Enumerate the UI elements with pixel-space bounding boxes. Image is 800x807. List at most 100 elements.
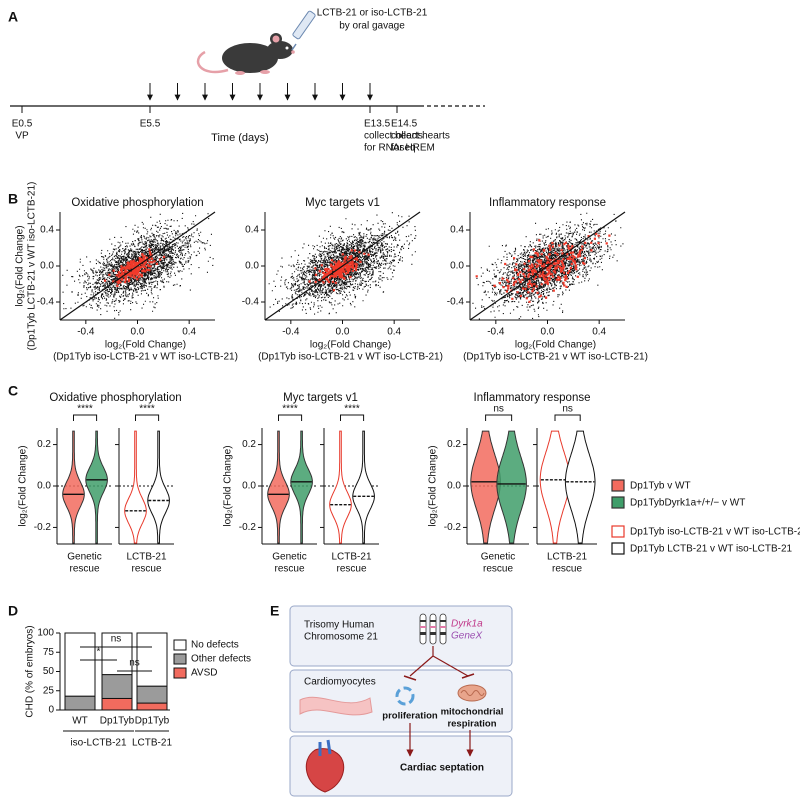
box-label: Cardiomyocytes [304,677,376,688]
timeline-label: for RNAseq [364,143,416,154]
bar-segment [101,674,133,699]
x-axis-label: Genetic [481,552,515,563]
timeline-label: E13.5 [364,119,391,130]
significance-label: ns [129,658,140,669]
y-axis-label: log₂(Fold Change) [223,445,234,526]
chart-title: Myc targets v1 [305,197,380,209]
y-tick-label: 0.0 [450,261,464,272]
violin [564,430,596,544]
timeline-label: VP [15,131,29,142]
y-axis-label: log₂(Fold Change) [428,445,439,526]
highlight-points [308,249,370,292]
legend-swatch [173,667,187,679]
treatment-label: LCTB-21 or iso-LCTB-21 [317,8,428,19]
legend-swatch [173,653,187,665]
outcome-label: Cardiac septation [400,763,484,774]
y-tick-label: -0.2 [444,522,462,533]
diagonal [59,211,216,321]
mouse-illustration [196,10,316,75]
violin [85,430,108,544]
x-axis-label: LCTB-21 [547,552,587,563]
panel-label: E [270,603,279,619]
box-label: Chromosome 21 [304,632,378,643]
significance-label: * [97,647,101,658]
y-tick-label: 0.0 [245,261,259,272]
bar-segment [101,697,133,711]
violin [147,430,170,544]
x-tick-label: 0.0 [131,327,145,338]
significance-label: **** [282,404,298,415]
y-axis-label: log₂(Fold Change) [15,225,26,306]
bar-segment [64,632,96,697]
y-tick-label: 0.2 [37,439,51,450]
mechanism-diagram [289,605,513,797]
timeline-label: collect hearts [364,131,423,142]
x-tick-label: 0.4 [182,327,196,338]
legend-swatch [611,496,625,509]
y-tick-label: 0.4 [245,225,259,236]
legend-swatch [611,479,625,492]
gene-label: GeneX [451,631,482,642]
x-tick-label: 0.4 [592,327,606,338]
x-tick-label: 0.4 [387,327,401,338]
y-tick-label: 0.2 [242,439,256,450]
x-tick-label: Dp1Tyb [100,716,135,727]
x-axis-label: Genetic [272,552,306,563]
x-axis-label: LCTB-21 [331,552,371,563]
x-tick-label: 0.0 [541,327,555,338]
y-tick-label: -0.4 [447,297,465,308]
x-axis-label: (Dp1Tyb iso-LCTB-21 v WT iso-LCTB-21) [463,352,648,363]
bar-segment [136,702,168,711]
x-axis-label: rescue [131,564,161,575]
y-axis-label: CHD (% of embryos) [25,625,36,717]
significance-label: **** [139,404,155,415]
diagonal [469,211,626,321]
x-axis-label: log₂(Fold Change) [515,340,596,351]
x-axis-label: (Dp1Tyb iso-LCTB-21 v WT iso-LCTB-21) [258,352,443,363]
violin [539,430,571,544]
x-tick-label: Dp1Tyb [135,716,170,727]
y-tick-label: 0 [48,705,54,716]
violin [329,430,352,544]
legend-label: Dp1TybDyrk1a+/+/− v WT [630,498,745,509]
target-label: respiration [447,719,496,730]
legend-swatch [611,525,625,538]
treatment-label: by oral gavage [339,21,405,32]
target-label: mitochondrial [441,707,504,718]
timeline-label: for HREM [391,143,435,154]
violin [470,430,501,544]
y-tick-label: 0.4 [450,225,464,236]
violin [352,430,375,544]
y-axis-label: (Dp1Tyb LCTB-21 v WT iso-LCTB-21) [27,182,38,351]
x-axis-label: rescue [69,564,99,575]
panel-label: A [8,9,18,25]
legend-label: Other defects [191,654,251,665]
timeline-xlabel: Time (days) [211,132,269,144]
y-tick-label: 0.2 [447,439,461,450]
y-tick-label: -0.2 [34,522,52,533]
bar-segment [64,695,96,711]
x-axis-label: rescue [483,564,513,575]
legend-label: No defects [191,640,239,651]
x-axis-label: rescue [552,564,582,575]
y-tick-label: 0.0 [447,481,461,492]
target-label: proliferation [382,711,438,722]
legend-label: Dp1Tyb LCTB-21 v WT iso-LCTB-21 [630,544,793,555]
y-tick-label: 0.4 [40,225,54,236]
y-tick-label: -0.2 [239,522,257,533]
y-tick-label: 75 [43,647,55,658]
x-axis-label: rescue [336,564,366,575]
x-axis-label: (Dp1Tyb iso-LCTB-21 v WT iso-LCTB-21) [53,352,238,363]
group-label: LCTB-21 [132,738,172,749]
legend-label: Dp1Tyb iso-LCTB-21 v WT iso-LCTB-21 [630,527,800,538]
box-label: Trisomy Human [304,620,374,631]
chart-title: Inflammatory response [474,392,591,404]
x-axis-label: log₂(Fold Change) [105,340,186,351]
x-tick-label: -0.4 [77,327,95,338]
x-tick-label: -0.4 [282,327,300,338]
chart-title: Inflammatory response [489,197,606,209]
y-tick-label: 0.0 [242,481,256,492]
timeline-label: collect hearts [391,131,450,142]
significance-label: ns [111,634,122,645]
